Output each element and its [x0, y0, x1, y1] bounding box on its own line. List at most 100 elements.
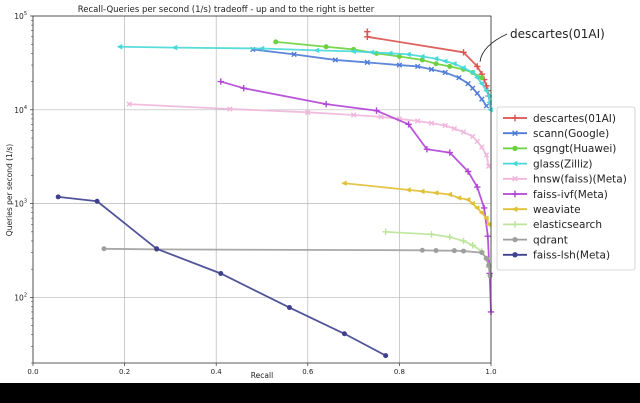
data-point: [341, 180, 347, 186]
legend-label: faiss-lsh(Meta): [533, 250, 610, 262]
data-point: [465, 80, 471, 87]
data-point: [451, 248, 457, 254]
data-point: [291, 51, 297, 58]
series-6: [341, 180, 491, 228]
data-point: [483, 87, 489, 94]
recall-qps-chart: 0.0 0.2 0.4 0.6 0.8 1.0 102 103 104 105 Recall-Qu…: [5, 5, 636, 380]
legend-label: hnsw(faiss)(Meta): [533, 174, 627, 186]
legend-label: glass(Zilliz): [533, 158, 593, 170]
data-point: [419, 188, 425, 195]
data-point: [423, 146, 431, 153]
x-tick-label: 1.0: [485, 368, 496, 376]
data-point: [485, 93, 491, 99]
x-tick-label: 0.2: [119, 368, 130, 376]
data-point: [240, 84, 247, 92]
data-point: [364, 33, 371, 41]
legend-item: elasticsearch: [503, 219, 602, 231]
data-point: [512, 145, 518, 152]
y-tick-label: 103: [14, 199, 27, 209]
data-point: [171, 44, 178, 51]
data-point: [464, 168, 472, 175]
data-point: [479, 144, 485, 150]
data-point: [447, 63, 453, 69]
data-point: [486, 99, 492, 106]
data-point: [419, 247, 425, 253]
legend-label: weaviate: [533, 204, 581, 216]
data-point: [485, 221, 491, 228]
data-point: [405, 187, 411, 193]
data-point: [414, 118, 421, 124]
legend-box: [496, 106, 636, 271]
data-point: [286, 305, 292, 311]
legend-item: qsgngt(Huawei): [503, 143, 616, 155]
data-point: [350, 48, 356, 55]
series-8: [101, 246, 493, 279]
data-point: [419, 53, 425, 60]
legend-item: qdrant: [503, 234, 568, 246]
data-point: [94, 198, 100, 204]
data-point: [332, 57, 339, 63]
data-point: [405, 51, 411, 58]
data-point: [460, 65, 466, 71]
data-point: [428, 231, 435, 238]
data-point: [323, 44, 329, 50]
legend-item: scann(Google): [503, 128, 609, 140]
data-point: [474, 138, 480, 145]
data-point: [368, 49, 375, 56]
x-tick-label: 0.8: [394, 368, 405, 376]
y-tick-label: 105: [14, 11, 27, 21]
legend-label: qdrant: [533, 234, 568, 246]
data-point: [469, 242, 476, 249]
data-point: [373, 107, 380, 114]
data-point: [446, 149, 453, 156]
data-point: [469, 85, 476, 91]
data-point: [484, 232, 491, 240]
legend-item: glass(Zilliz): [503, 158, 593, 170]
data-point: [483, 215, 489, 221]
data-point: [305, 109, 311, 116]
data-point: [428, 120, 435, 126]
y-tick-label: 104: [14, 105, 27, 115]
data-point: [227, 106, 233, 112]
data-point: [464, 197, 471, 203]
data-point: [101, 246, 107, 252]
data-point: [512, 175, 518, 182]
data-point: [512, 130, 518, 137]
axis-ticks: 0.0 0.2 0.4 0.6 0.8 1.0 102 103 104 105: [14, 11, 496, 376]
data-point: [479, 96, 485, 102]
data-point: [432, 190, 439, 196]
data-point: [486, 262, 492, 268]
data-point: [258, 45, 265, 52]
series-4: [126, 101, 492, 170]
data-point: [511, 160, 518, 167]
data-point: [451, 125, 458, 132]
series-line: [58, 195, 387, 357]
data-point: [446, 233, 453, 241]
data-point: [455, 195, 462, 201]
data-point: [442, 122, 448, 129]
data-point: [456, 74, 462, 81]
x-axis-label: Recall: [251, 371, 273, 380]
data-point: [218, 270, 224, 276]
data-point: [396, 54, 402, 60]
data-point: [478, 80, 485, 87]
legend-label: elasticsearch: [533, 219, 602, 231]
data-point: [116, 44, 123, 50]
data-point: [474, 205, 480, 211]
data-point: [442, 69, 448, 76]
series-line: [220, 80, 492, 312]
data-point: [154, 246, 160, 252]
data-point: [428, 66, 435, 73]
legend-label: qsgngt(Huawei): [533, 143, 616, 155]
data-point: [478, 209, 485, 216]
data-point: [433, 61, 439, 67]
data-point: [511, 221, 519, 228]
series-3: [116, 44, 493, 113]
data-point: [383, 353, 389, 359]
data-point: [313, 47, 320, 54]
data-point: [460, 49, 467, 56]
data-point: [487, 273, 493, 279]
data-point: [378, 114, 384, 120]
series-2: [273, 39, 485, 81]
data-point: [511, 190, 519, 198]
